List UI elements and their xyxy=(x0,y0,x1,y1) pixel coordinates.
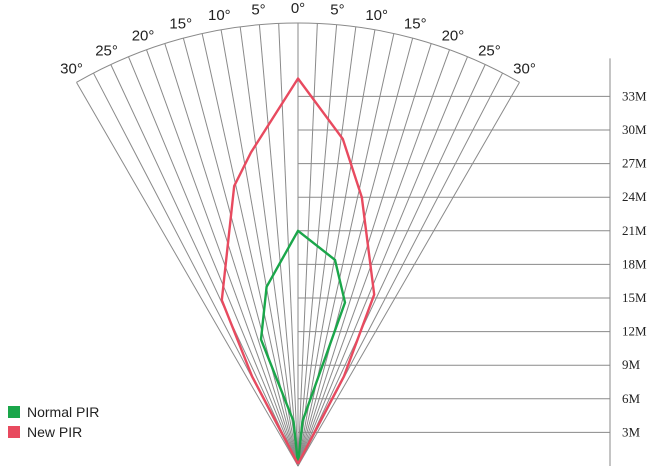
radial-grid-line xyxy=(164,43,299,467)
legend-label-new-pir: New PIR xyxy=(27,424,83,440)
radial-grid-line xyxy=(128,56,299,467)
angle-tick-label: 10° xyxy=(208,7,231,24)
angle-tick-label: 15° xyxy=(169,15,192,32)
radial-grid-line xyxy=(297,33,395,467)
radial-grid-line xyxy=(182,37,299,467)
series-line-normal-pir xyxy=(259,229,347,464)
radial-grid-line xyxy=(220,29,299,467)
angle-tick-label: 30° xyxy=(60,61,83,78)
angle-tick-label: 25° xyxy=(478,42,501,59)
radial-grid-line xyxy=(297,56,468,467)
radial-grid-line xyxy=(297,29,376,467)
angle-tick-label: 30° xyxy=(513,61,536,78)
radial-grid-line xyxy=(297,49,450,467)
radial-grid-line xyxy=(297,23,318,467)
angle-tick-label: 5° xyxy=(251,2,265,19)
legend-label-normal-pir: Normal PIR xyxy=(27,404,100,420)
radial-grid-line xyxy=(297,64,486,467)
distance-tick-label: 27M xyxy=(622,156,647,171)
radial-grid-line xyxy=(297,26,357,467)
distance-tick-label: 18M xyxy=(622,256,647,271)
angle-tick-label: 0° xyxy=(291,0,305,17)
distance-tick-label: 21M xyxy=(622,223,647,238)
distance-tick-label: 6M xyxy=(622,391,641,406)
distance-tick-label: 24M xyxy=(622,189,647,204)
angle-tick-label: 5° xyxy=(330,2,344,19)
radial-grid-line xyxy=(239,26,299,467)
angle-tick-label: 15° xyxy=(404,15,427,32)
radial-grid-line xyxy=(297,43,432,467)
distance-tick-label: 33M xyxy=(622,88,647,103)
angle-tick-label: 25° xyxy=(95,42,118,59)
angle-tick-label: 20° xyxy=(132,27,155,44)
distance-tick-label: 3M xyxy=(622,424,641,439)
angle-tick-label: 10° xyxy=(365,7,388,24)
angle-tick-label: 20° xyxy=(442,27,465,44)
angle-tick-labels: 30° 25° 20° 15° 10° 5° 0° 5° 10° 15° 20° 25° 30° xyxy=(60,0,536,78)
radial-grid-line xyxy=(110,64,299,467)
legend-swatch-normal-pir xyxy=(8,406,20,418)
legend-item-new-pir: New PIR xyxy=(8,422,99,442)
distance-tick-label: 12M xyxy=(622,324,647,339)
distance-tick-label: 9M xyxy=(622,357,641,372)
radial-grid-line xyxy=(258,24,299,467)
distance-tick-label: 15M xyxy=(622,290,647,305)
distance-tick-labels: 3M 6M 9M 12M 15M 18M 21M 24M 27M 30M 33M xyxy=(622,88,647,439)
radial-grid-line xyxy=(297,82,520,467)
legend-item-normal-pir: Normal PIR xyxy=(8,402,99,422)
radial-grid-line xyxy=(76,82,299,467)
distance-tick-label: 30M xyxy=(622,122,647,137)
series-layer xyxy=(220,77,376,465)
grid-lines xyxy=(76,22,611,467)
radial-grid-line xyxy=(278,23,299,467)
legend: Normal PIR New PIR xyxy=(8,402,99,442)
legend-swatch-new-pir xyxy=(8,426,20,438)
series-line-new-pir xyxy=(220,77,376,465)
radial-grid-line xyxy=(297,37,414,467)
radial-grid-line xyxy=(146,49,299,467)
